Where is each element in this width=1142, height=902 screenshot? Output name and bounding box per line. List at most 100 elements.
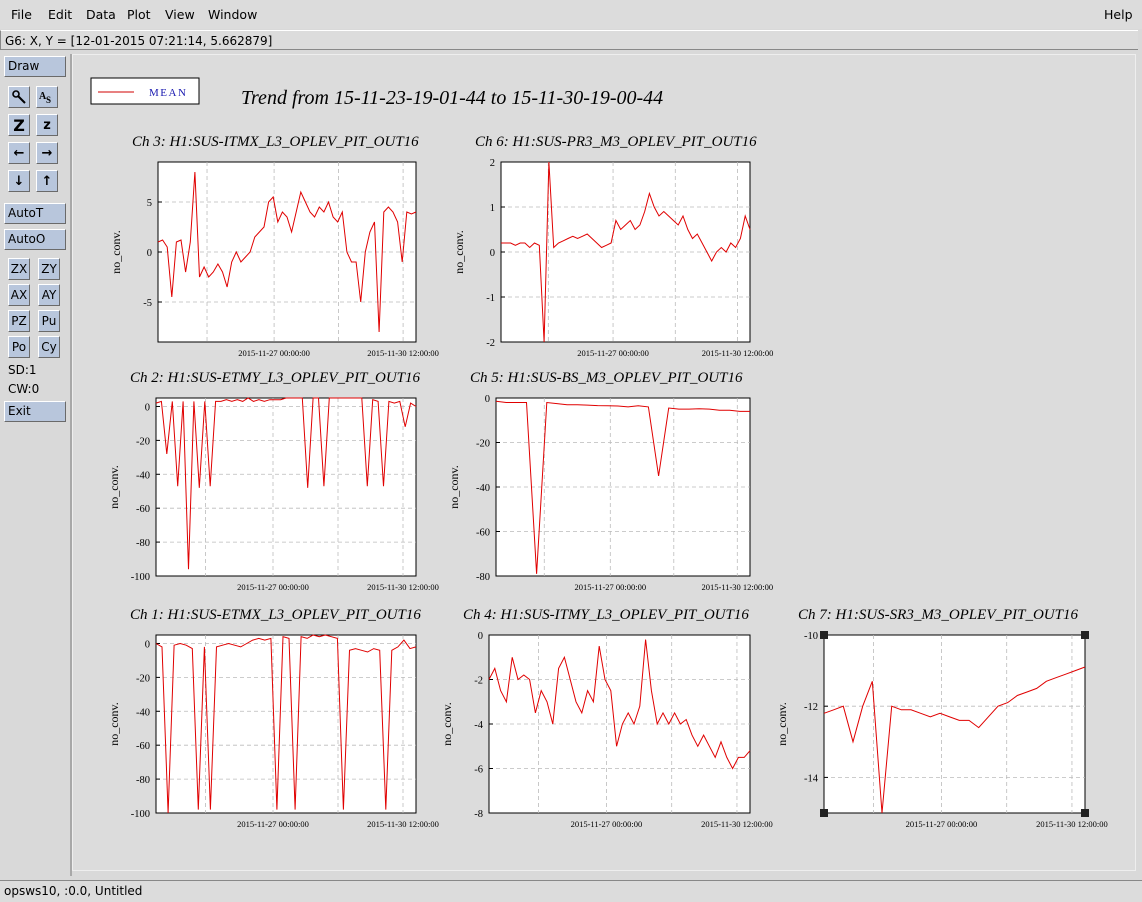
- arrow-up-icon[interactable]: ↑: [36, 170, 58, 192]
- sd-readout: SD:1: [8, 363, 37, 377]
- chart-title: Ch 4: H1:SUS-ITMY_L3_OPLEV_PIT_OUT16: [463, 607, 749, 623]
- menu-window[interactable]: Window: [208, 7, 258, 22]
- exit-button[interactable]: Exit: [4, 401, 66, 422]
- y-tick-label: -40: [476, 483, 490, 494]
- zoom-small-icon[interactable]: z: [36, 114, 58, 136]
- chart-1[interactable]: Ch 3: H1:SUS-ITMX_L3_OPLEV_PIT_OUT16 -5 0 5…: [109, 134, 439, 358]
- series-line: [155, 634, 417, 814]
- chart-title: Ch 3: H1:SUS-ITMX_L3_OPLEV_PIT_OUT16: [132, 134, 419, 150]
- series-line: [488, 639, 751, 770]
- series-line: [155, 397, 417, 570]
- y-tick-label: -40: [136, 470, 150, 481]
- arrow-down-icon[interactable]: ↓: [8, 170, 30, 192]
- y-tick-label: 0: [490, 248, 495, 259]
- y-tick-label: 1: [490, 203, 495, 214]
- po-button[interactable]: Po: [8, 336, 30, 358]
- ax-button[interactable]: AX: [8, 284, 30, 306]
- y-tick-label: 5: [147, 198, 152, 209]
- x-tick-label: 2015-11-30 12:00:00: [701, 819, 773, 829]
- cursor-status: G6: X, Y = [12-01-2015 07:21:14, 5.66287…: [0, 30, 1138, 50]
- x-tick-label: 2015-11-30 12:00:00: [702, 348, 774, 358]
- y-tick-label: -6: [474, 765, 483, 776]
- autot-button[interactable]: AutoT: [4, 203, 66, 224]
- y-tick-label: -80: [476, 572, 490, 583]
- chart-title: Ch 7: H1:SUS-SR3_M3_OPLEV_PIT_OUT16: [798, 607, 1078, 623]
- x-tick-label: 2015-11-27 00:00:00: [577, 348, 649, 358]
- chart-title: Ch 6: H1:SUS-PR3_M3_OPLEV_PIT_OUT16: [475, 134, 757, 150]
- chart-2[interactable]: Ch 6: H1:SUS-PR3_M3_OPLEV_PIT_OUT16 -2 -1 0…: [452, 134, 773, 358]
- menu-view[interactable]: View: [165, 7, 195, 22]
- menu-help[interactable]: Help: [1104, 7, 1133, 22]
- plot-frame[interactable]: [488, 634, 751, 814]
- y-tick-label: -20: [476, 439, 490, 450]
- y-axis-label: no_conv.: [452, 230, 466, 274]
- y-tick-label: -60: [136, 741, 150, 752]
- y-tick-label: 0: [145, 402, 150, 413]
- zy-button[interactable]: ZY: [38, 258, 60, 280]
- y-tick-label: -4: [474, 720, 483, 731]
- x-tick-label: 2015-11-30 12:00:00: [367, 819, 439, 829]
- footer-status: opsws10, :0.0, Untitled: [0, 880, 1142, 902]
- x-tick-label: 2015-11-27 00:00:00: [238, 348, 310, 358]
- selection-handle[interactable]: [820, 631, 828, 639]
- y-tick-label: -20: [136, 436, 150, 447]
- chart-7[interactable]: Ch 7: H1:SUS-SR3_M3_OPLEV_PIT_OUT16 -14 -1…: [775, 607, 1108, 829]
- series-line: [157, 171, 417, 333]
- y-axis-label: no_conv.: [775, 702, 789, 746]
- chart-5[interactable]: Ch 1: H1:SUS-ETMX_L3_OPLEV_PIT_OUT16 -100…: [107, 607, 439, 829]
- y-axis-label: no_conv.: [109, 230, 123, 274]
- x-tick-label: 2015-11-27 00:00:00: [237, 819, 309, 829]
- zoom-large-icon[interactable]: Z: [8, 114, 30, 136]
- x-tick-label: 2015-11-30 12:00:00: [367, 582, 439, 592]
- chart-title: Ch 1: H1:SUS-ETMX_L3_OPLEV_PIT_OUT16: [130, 607, 421, 623]
- plot-frame[interactable]: [823, 634, 1086, 814]
- menu-bar: File Edit Data Plot View Window Help: [0, 0, 1142, 29]
- y-tick-label: 0: [485, 394, 490, 405]
- y-tick-label: 2: [490, 158, 495, 169]
- plot-svg: MEAN Trend from 15-11-23-19-01-44 to 15-…: [90, 77, 1108, 829]
- y-tick-label: -80: [136, 775, 150, 786]
- menu-plot[interactable]: Plot: [127, 7, 151, 22]
- selection-handle[interactable]: [1081, 809, 1089, 817]
- pointer-tool-icon[interactable]: [8, 86, 30, 108]
- y-tick-label: -100: [131, 572, 150, 583]
- chart-3[interactable]: Ch 2: H1:SUS-ETMY_L3_OPLEV_PIT_OUT16 -100…: [107, 370, 439, 592]
- y-tick-label: -14: [804, 773, 819, 784]
- menu-edit[interactable]: Edit: [48, 7, 73, 22]
- zx-button[interactable]: ZX: [8, 258, 30, 280]
- x-tick-label: 2015-11-30 12:00:00: [367, 348, 439, 358]
- plot-canvas-area: MEAN Trend from 15-11-23-19-01-44 to 15-…: [72, 54, 1136, 871]
- autoo-button[interactable]: AutoO: [4, 229, 66, 250]
- arrow-right-icon[interactable]: →: [36, 142, 58, 164]
- y-tick-label: -60: [476, 528, 490, 539]
- selection-handle[interactable]: [1081, 631, 1089, 639]
- y-tick-label: 0: [147, 248, 152, 259]
- ay-button[interactable]: AY: [38, 284, 60, 306]
- legend-label: MEAN: [149, 87, 187, 99]
- y-tick-label: -5: [143, 298, 152, 309]
- y-axis-label: no_conv.: [107, 465, 121, 509]
- chart-4[interactable]: Ch 5: H1:SUS-BS_M3_OPLEV_PIT_OUT16 -80 -60…: [447, 370, 773, 592]
- legend: MEAN: [90, 77, 200, 105]
- pu-button[interactable]: Pu: [38, 310, 60, 332]
- y-axis-label: no_conv.: [440, 702, 454, 746]
- y-tick-label: -60: [136, 504, 150, 515]
- arrow-left-icon[interactable]: ←: [8, 142, 30, 164]
- selection-handle[interactable]: [820, 809, 828, 817]
- pz-button[interactable]: PZ: [8, 310, 30, 332]
- cy-button[interactable]: Cy: [38, 336, 60, 358]
- y-tick-label: -10: [804, 631, 818, 642]
- y-tick-label: -12: [804, 702, 818, 713]
- y-tick-label: -8: [474, 809, 483, 820]
- plot-canvas: MEAN Trend from 15-11-23-19-01-44 to 15-…: [72, 54, 1142, 876]
- y-tick-label: 0: [145, 639, 150, 650]
- menu-file[interactable]: File: [11, 7, 32, 22]
- chart-title: Ch 2: H1:SUS-ETMY_L3_OPLEV_PIT_OUT16: [130, 370, 421, 386]
- draw-button[interactable]: Draw: [4, 56, 66, 77]
- x-tick-label: 2015-11-27 00:00:00: [237, 582, 309, 592]
- menu-data[interactable]: Data: [86, 7, 116, 22]
- x-tick-label: 2015-11-27 00:00:00: [906, 819, 978, 829]
- chart-6[interactable]: Ch 4: H1:SUS-ITMY_L3_OPLEV_PIT_OUT16 -8 -6…: [440, 607, 773, 829]
- x-tick-label: 2015-11-30 12:00:00: [701, 582, 773, 592]
